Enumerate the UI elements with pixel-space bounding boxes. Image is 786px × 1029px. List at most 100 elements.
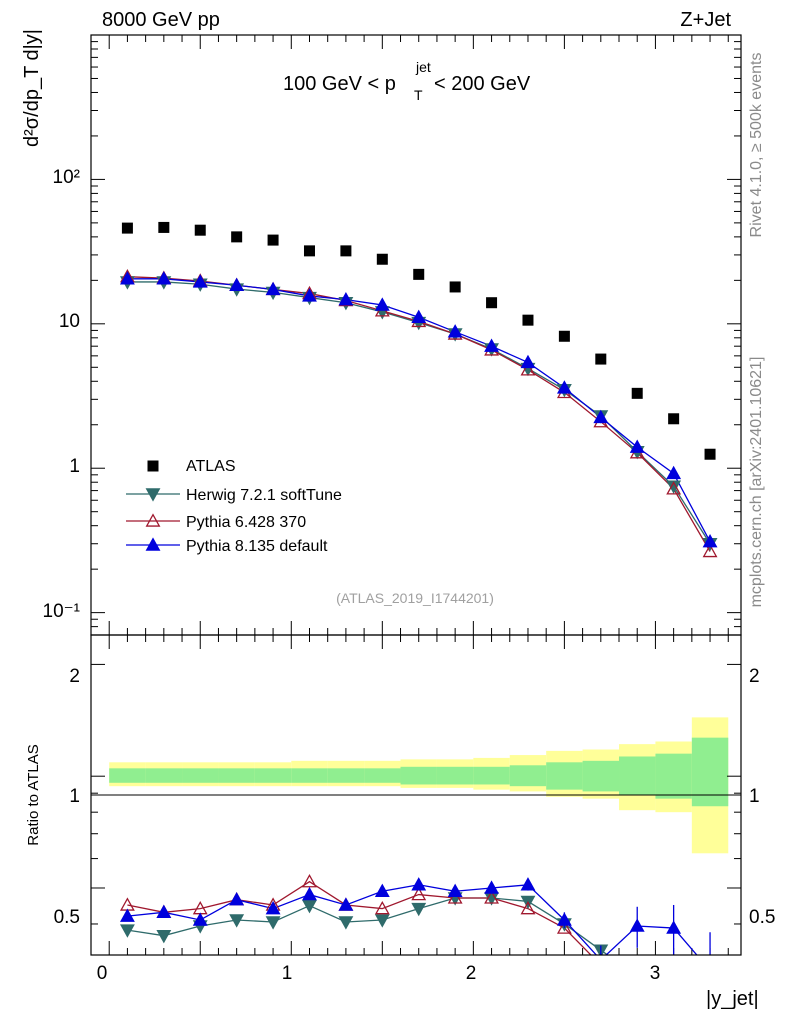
ratio-point bbox=[520, 877, 536, 891]
rivet-label: Rivet 4.1.0, ≥ 500k events bbox=[748, 53, 765, 238]
legend-label: Pythia 6.428 370 bbox=[186, 514, 306, 531]
data-point bbox=[449, 281, 461, 293]
ratio-point bbox=[229, 892, 245, 906]
data-point bbox=[595, 353, 607, 365]
band-inner bbox=[254, 768, 292, 783]
data-point bbox=[631, 387, 643, 399]
ratio-point bbox=[119, 924, 135, 938]
data-point bbox=[374, 297, 390, 311]
data-point bbox=[121, 222, 133, 234]
ratio-point bbox=[302, 873, 317, 888]
ratio-ytick-label-right: 0.5 bbox=[749, 907, 775, 928]
ratio-point bbox=[704, 965, 717, 976]
data-point bbox=[338, 291, 354, 306]
data-point bbox=[666, 465, 682, 480]
legend-marker bbox=[145, 537, 161, 551]
ratio-point bbox=[556, 912, 572, 926]
data-point bbox=[702, 543, 718, 558]
data-point bbox=[376, 253, 388, 265]
ratio-point bbox=[631, 964, 644, 975]
ratio-point bbox=[374, 914, 390, 928]
data-point bbox=[192, 274, 208, 288]
data-point bbox=[668, 413, 680, 425]
legend-marker bbox=[145, 488, 161, 502]
ratio-point bbox=[119, 908, 135, 922]
main-ylabel: d²σ/dp_T d|y| bbox=[21, 29, 43, 147]
data-point bbox=[520, 354, 536, 369]
band-inner bbox=[400, 766, 437, 785]
ratio-point bbox=[704, 964, 717, 975]
ratio-series bbox=[119, 873, 717, 976]
axis-ticks bbox=[91, 35, 741, 955]
ratio-point bbox=[666, 920, 682, 934]
ratio-point bbox=[338, 916, 354, 930]
ratio-point bbox=[338, 897, 354, 911]
ratio-point bbox=[520, 900, 536, 915]
cut-title-prefix: 100 GeV < p bbox=[283, 73, 396, 95]
xtick-label: 2 bbox=[466, 963, 477, 984]
band-inner bbox=[691, 737, 729, 807]
data-point bbox=[558, 330, 570, 342]
ratio-point bbox=[229, 914, 245, 928]
band-inner bbox=[436, 766, 474, 785]
ratio-point bbox=[447, 890, 463, 904]
band-inner bbox=[509, 765, 547, 787]
band-inner bbox=[619, 756, 656, 795]
ratio-point bbox=[629, 918, 645, 932]
band-inner bbox=[364, 768, 401, 783]
data-point bbox=[486, 297, 498, 309]
band-inner bbox=[145, 768, 183, 783]
ratio-point bbox=[192, 912, 208, 926]
cut-title-sup: jet bbox=[415, 59, 431, 75]
cut-title-sub: T bbox=[414, 87, 423, 103]
main-ytick-label: 1 bbox=[69, 456, 80, 477]
ratio-point bbox=[594, 959, 607, 970]
data-point bbox=[340, 245, 352, 257]
data-point bbox=[522, 314, 534, 326]
main-series bbox=[119, 221, 718, 558]
legend-marker bbox=[147, 460, 159, 472]
band-inner bbox=[655, 753, 692, 799]
ratio-point bbox=[156, 929, 172, 944]
main-ytick-label: 10⁻¹ bbox=[43, 601, 81, 622]
data-point bbox=[119, 271, 135, 285]
process-label: Z+Jet bbox=[680, 9, 731, 31]
ratio-point bbox=[704, 964, 717, 975]
band-inner bbox=[327, 768, 365, 783]
main-ytick-label: 10 bbox=[59, 311, 80, 332]
data-point bbox=[231, 231, 243, 243]
data-point bbox=[158, 221, 170, 233]
ratio-point bbox=[484, 880, 499, 894]
legend: ATLAS Herwig 7.2.1 softTune Pythia 6.428… bbox=[126, 458, 342, 555]
xtick-label: 3 bbox=[650, 963, 661, 984]
xtick-label: 0 bbox=[97, 963, 108, 984]
legend-label: Pythia 8.135 default bbox=[186, 538, 328, 555]
ratio-point bbox=[447, 883, 463, 897]
data-point bbox=[267, 234, 279, 246]
ratio-point bbox=[265, 900, 281, 915]
ratio-point bbox=[556, 920, 572, 934]
ratio-ytick-label-right: 1 bbox=[749, 786, 760, 807]
ratio-ytick-label-right: 2 bbox=[749, 666, 760, 687]
ratio-point bbox=[411, 902, 427, 917]
ratio-point bbox=[667, 964, 680, 975]
data-point bbox=[556, 380, 572, 394]
ratio-point bbox=[119, 897, 135, 911]
ratio-point bbox=[156, 904, 172, 919]
band-inner bbox=[473, 766, 510, 785]
data-point bbox=[413, 268, 425, 280]
data-point bbox=[593, 409, 609, 424]
band-inner bbox=[109, 768, 146, 783]
band-inner bbox=[582, 760, 620, 792]
ratio-point bbox=[484, 890, 499, 904]
mcplots-label: mcplots.cern.ch [arXiv:2401.10621] bbox=[748, 357, 765, 608]
ratio-ylabel: Ratio to ATLAS bbox=[25, 744, 42, 845]
main-ytick-label: 10² bbox=[53, 167, 80, 188]
data-point bbox=[702, 534, 718, 548]
ratio-uncertainty-bands bbox=[109, 717, 729, 854]
ratio-point bbox=[265, 916, 281, 930]
energy-label: 8000 GeV pp bbox=[102, 9, 220, 31]
legend-marker bbox=[145, 513, 161, 527]
ratio-frame bbox=[90, 634, 742, 956]
